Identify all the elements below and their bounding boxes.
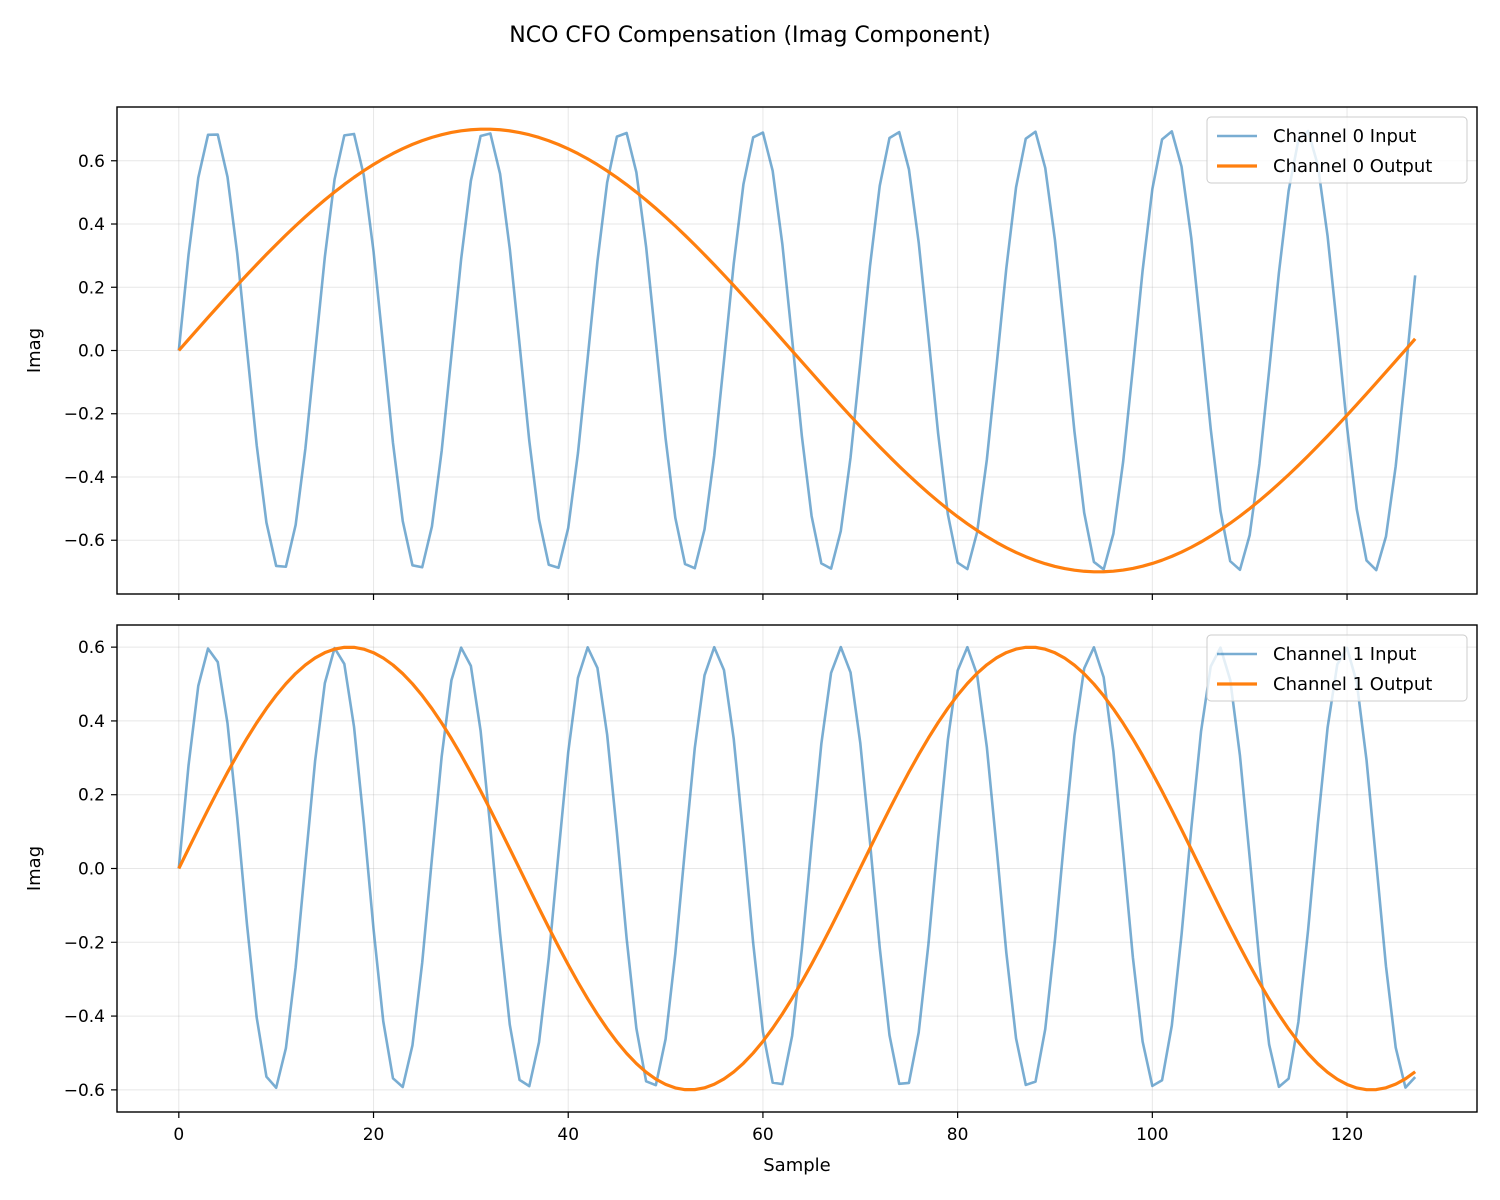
subplot-channel-1: 0 20 40 60 80 100 120 −0.6 −0.4 −0.2 0.0 0.2 0.4 0.6 I…: [24, 624, 1478, 1145]
chart-1-legend-label-0: Channel 1 Input: [1273, 644, 1416, 665]
chart-0-y-tick-label-3: 0.0: [78, 342, 105, 362]
chart-0-y-tick-label-6: 0.6: [78, 152, 105, 172]
chart-1-legend-label-1: Channel 1 Output: [1273, 674, 1432, 695]
chart-0-y-tick-label-4: 0.2: [78, 278, 105, 298]
chart-1-y-tick-label-4: 0.2: [78, 786, 105, 806]
chart-1-x-tick-label-0: 0: [173, 1125, 184, 1145]
subplot-channel-0: −0.6 −0.4 −0.2 0.0 0.2 0.4 0.6 Imag Channel 0 In…: [24, 106, 1478, 600]
chart-1-y-tick-label-2: −0.2: [64, 933, 105, 953]
chart-1-x-tick-label-2: 40: [557, 1125, 579, 1145]
chart-1-legend: [1206, 634, 1468, 702]
x-axis-label: Sample: [763, 1155, 831, 1176]
chart-1-y-tick-label-3: 0.0: [78, 860, 105, 880]
chart-1-x-tick-label-1: 20: [363, 1125, 385, 1145]
chart-1-x-tick-label-4: 80: [947, 1125, 969, 1145]
chart-1-x-tick-label-5: 100: [1136, 1125, 1168, 1145]
chart-1-y-tick-label-0: −0.6: [64, 1081, 105, 1101]
chart-1-x-tick-label-6: 120: [1331, 1125, 1363, 1145]
chart-0-series-0-line: [177, 129, 1417, 572]
chart-1-series-1-line: [177, 645, 1417, 1092]
chart-0-legend-label-1: Channel 0 Output: [1273, 156, 1432, 177]
chart-1-x-tick-label-3: 60: [752, 1125, 774, 1145]
chart-0-y-tick-label-2: −0.2: [64, 405, 105, 425]
chart-0-legend: [1206, 116, 1468, 184]
chart-1-y-tick-label-1: −0.4: [64, 1007, 105, 1027]
chart-1-y-tick-label-5: 0.4: [78, 712, 105, 732]
chart-0-y-tick-label-0: −0.6: [64, 531, 105, 551]
chart-1-y-tick-label-6: 0.6: [78, 638, 105, 658]
chart-1-y-axis-label: Imag: [24, 846, 45, 891]
chart-0-series-1-line: [177, 127, 1417, 574]
chart-0-y-axis-label: Imag: [24, 328, 45, 373]
chart-0-plot-area: [117, 107, 1477, 594]
chart-0-y-tick-label-5: 0.4: [78, 215, 105, 235]
chart-0-legend-label-0: Channel 0 Input: [1273, 126, 1416, 147]
chart-0-y-tick-label-1: −0.4: [64, 468, 105, 488]
figure-title: NCO CFO Compensation (Imag Component): [509, 23, 990, 48]
